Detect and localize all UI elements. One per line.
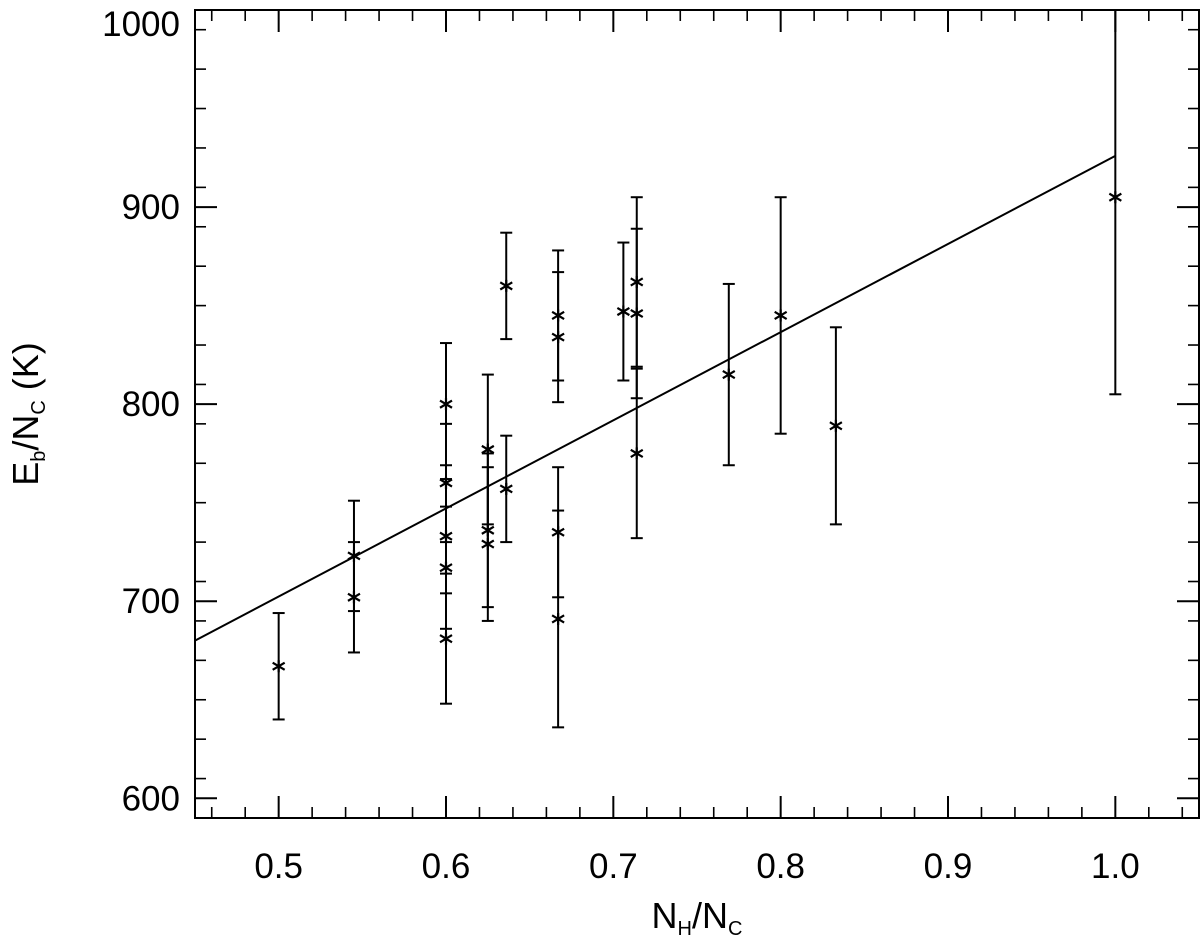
x-tick-label: 0.6 bbox=[422, 847, 471, 886]
data-point bbox=[829, 326, 843, 526]
data-point bbox=[347, 541, 361, 654]
y-axis-title: Eb/NC (K) bbox=[5, 342, 50, 486]
x-title-main2: N bbox=[702, 895, 728, 936]
data-point bbox=[481, 466, 495, 622]
asterisk-marker bbox=[551, 331, 565, 344]
asterisk-marker bbox=[722, 368, 736, 381]
x-tick-label: 0.5 bbox=[254, 847, 303, 886]
asterisk-marker bbox=[499, 482, 513, 495]
y-tick-label: 800 bbox=[122, 385, 180, 424]
x-axis-title: NH/NC bbox=[652, 895, 743, 937]
asterisk-marker bbox=[616, 305, 630, 318]
fit-line-layer bbox=[195, 154, 1116, 642]
y-title-main1: E bbox=[5, 462, 46, 486]
data-point bbox=[774, 196, 788, 435]
y-title-main2: N bbox=[5, 415, 46, 441]
plot-frame bbox=[194, 9, 1200, 819]
asterisk-marker bbox=[551, 612, 565, 625]
x-title-sub2: C bbox=[728, 918, 742, 937]
y-tick-label: 1000 bbox=[102, 5, 180, 44]
fit-line bbox=[195, 154, 1116, 642]
data-point bbox=[499, 231, 513, 341]
asterisk-marker bbox=[481, 538, 495, 551]
axis-ticks-layer: 0.5 0.6 0.7 0.8 0.9 1.0 600 700 800 900 1000 bbox=[102, 5, 1199, 886]
x-tick-label: 1.0 bbox=[1091, 847, 1140, 886]
data-point bbox=[1108, 10, 1122, 396]
data-point bbox=[551, 271, 565, 404]
data-point bbox=[616, 241, 630, 382]
asterisk-marker bbox=[347, 591, 361, 604]
x-tick-label: 0.9 bbox=[924, 847, 973, 886]
asterisk-marker bbox=[439, 632, 453, 645]
x-title-sub1: H bbox=[678, 918, 692, 937]
data-point bbox=[272, 612, 286, 721]
y-title-unit: (K) bbox=[5, 342, 46, 400]
asterisk-marker bbox=[774, 309, 788, 322]
y-tick-label: 900 bbox=[122, 188, 180, 227]
data-point bbox=[439, 572, 453, 705]
y-tick-label: 600 bbox=[122, 779, 180, 818]
asterisk-marker bbox=[499, 279, 513, 292]
y-tick-label: 700 bbox=[122, 582, 180, 621]
asterisk-marker bbox=[630, 447, 644, 460]
x-title-main1: N bbox=[652, 895, 678, 936]
data-point bbox=[630, 367, 644, 540]
data-point bbox=[551, 509, 565, 729]
y-title-sub2: C bbox=[28, 400, 50, 414]
y-title-sub1: b bbox=[28, 451, 50, 462]
x-title-slash: / bbox=[692, 895, 702, 936]
asterisk-marker bbox=[829, 419, 843, 432]
asterisk-marker bbox=[439, 561, 453, 574]
data-points-layer bbox=[272, 10, 1122, 729]
asterisk-marker bbox=[1108, 191, 1122, 204]
y-title-slash: / bbox=[5, 441, 46, 451]
x-tick-label: 0.8 bbox=[756, 847, 805, 886]
asterisk-marker bbox=[439, 398, 453, 411]
asterisk-marker bbox=[630, 307, 644, 320]
data-point bbox=[499, 434, 513, 544]
data-point bbox=[722, 282, 736, 467]
asterisk-marker bbox=[272, 660, 286, 673]
x-tick-label: 0.7 bbox=[589, 847, 638, 886]
